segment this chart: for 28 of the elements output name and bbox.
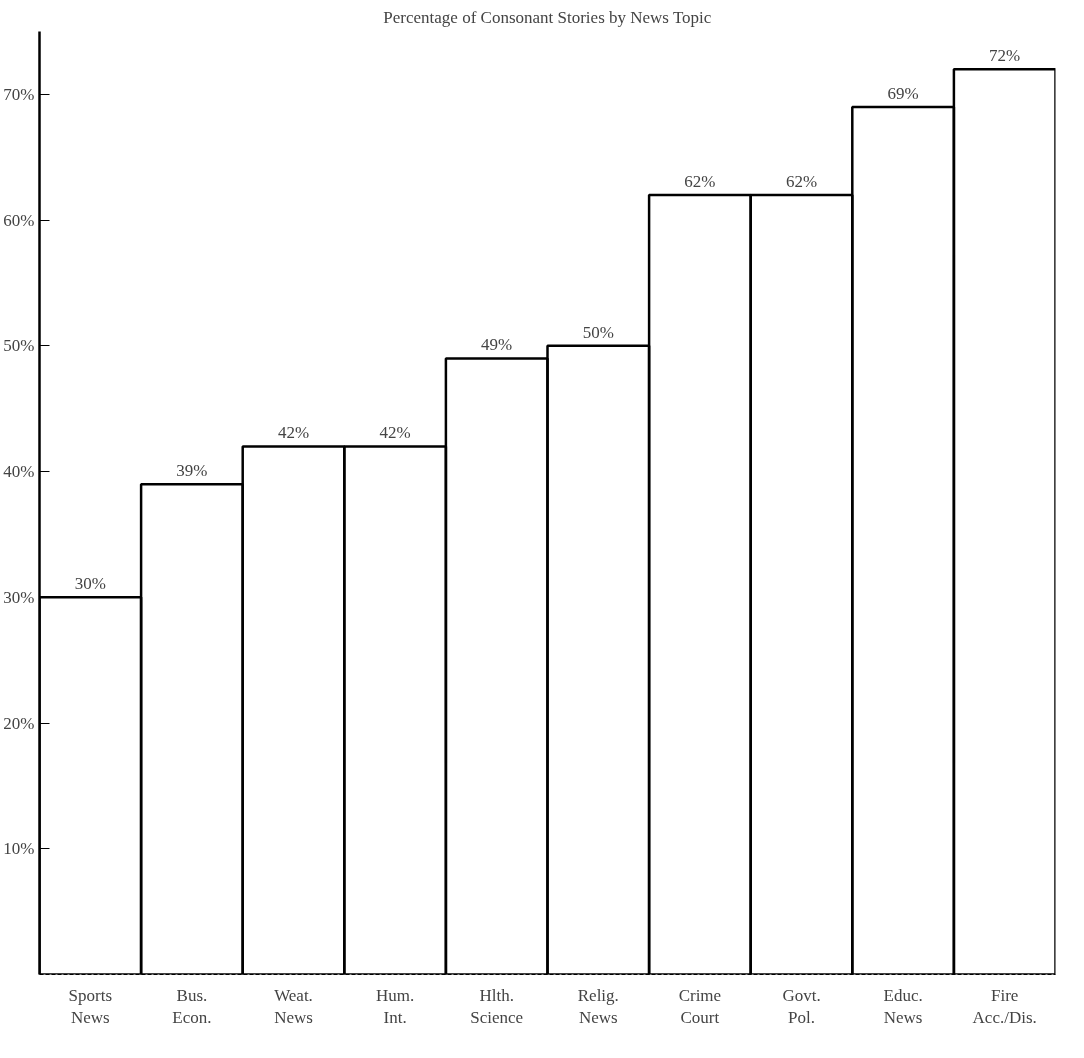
y-tick-label: 40% — [3, 462, 35, 482]
x-tick-label: Relig. News — [577, 985, 619, 1028]
data-label: 62% — [684, 171, 716, 191]
y-tick-label: 30% — [3, 587, 35, 607]
data-label: 39% — [176, 461, 208, 481]
x-tick-label: Govt. Pol. — [782, 985, 821, 1028]
data-label: 30% — [74, 574, 106, 594]
data-label: 49% — [481, 335, 513, 355]
chart-title: Percentage of Consonant Stories by News Topic — [383, 7, 712, 27]
y-tick-label: 20% — [3, 713, 35, 733]
x-tick-label: Educ. News — [883, 985, 923, 1028]
data-label: 42% — [379, 423, 411, 443]
data-label: 72% — [989, 46, 1021, 66]
x-tick-label: Crime Court — [678, 985, 722, 1028]
y-tick-label: 10% — [3, 839, 35, 859]
x-tick-label: Hum. Int. — [375, 985, 415, 1028]
x-tick-label: Fire Acc./Dis. — [972, 985, 1037, 1028]
data-label: 69% — [887, 83, 919, 103]
x-tick-label: Weat. News — [274, 985, 313, 1028]
y-tick-label: 50% — [3, 336, 35, 356]
data-label: 50% — [582, 322, 614, 342]
y-tick-label: 70% — [3, 84, 35, 104]
x-tick-label: Bus. Econ. — [172, 985, 212, 1028]
x-tick-label: Sports News — [68, 985, 113, 1028]
y-tick-label: 60% — [3, 210, 35, 230]
data-label: 42% — [277, 423, 310, 443]
data-label: 62% — [785, 171, 818, 191]
x-tick-label: Hlth. Science — [470, 985, 524, 1028]
